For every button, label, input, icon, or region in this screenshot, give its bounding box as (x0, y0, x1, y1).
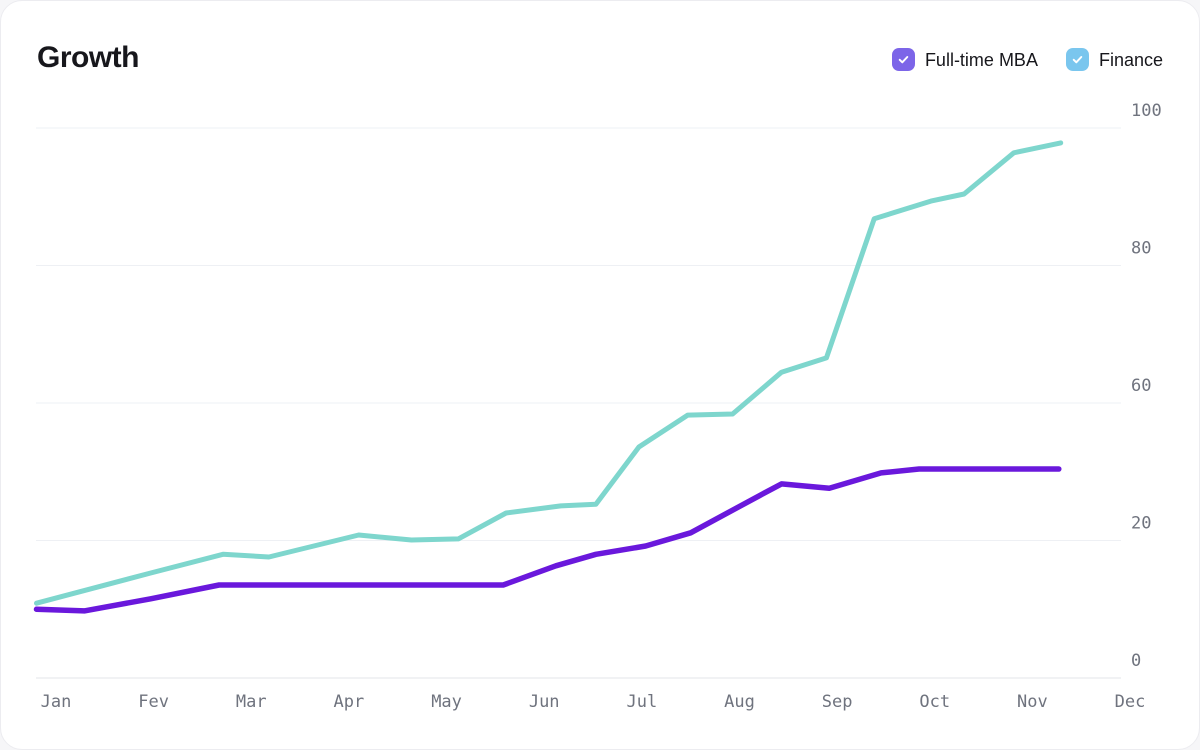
y-axis-tick-label: 0 (1131, 651, 1141, 671)
y-axis-tick-label: 100 (1131, 101, 1162, 121)
x-axis-tick-label: Mar (236, 692, 267, 712)
x-axis-tick-label: Jan (41, 692, 72, 712)
y-axis-tick-label: 20 (1131, 514, 1151, 534)
x-axis-tick-label: Apr (334, 692, 365, 712)
checkbox-checked-icon (1065, 48, 1089, 71)
x-axis-tick-label: Fev (138, 692, 169, 712)
y-axis-tick-label: 60 (1131, 376, 1151, 396)
full-time-mba-line-series (33, 466, 1062, 614)
x-axis-tick-label: Oct (919, 692, 950, 712)
x-axis-tick-label: Aug (724, 692, 755, 712)
finance-line-series (34, 140, 1064, 606)
legend-item-finance[interactable]: Finance (1065, 48, 1163, 71)
x-axis-tick-label: Jun (529, 692, 560, 712)
x-axis-tick-label: May (431, 692, 462, 712)
x-axis-tick-label: Dec (1115, 692, 1146, 712)
x-axis-tick-label: Sep (822, 692, 853, 712)
legend: Full-time MBA Finance (891, 48, 1163, 71)
legend-item-full-time-mba[interactable]: Full-time MBA (891, 48, 1038, 71)
legend-label: Finance (1098, 49, 1163, 70)
x-axis-tick-label: Nov (1017, 692, 1048, 712)
checkbox-checked-icon (891, 48, 915, 71)
page-title: Growth (37, 41, 140, 74)
x-axis-tick-label: Jul (626, 692, 657, 712)
legend-label: Full-time MBA (924, 49, 1038, 70)
y-axis-tick-label: 80 (1131, 239, 1151, 259)
